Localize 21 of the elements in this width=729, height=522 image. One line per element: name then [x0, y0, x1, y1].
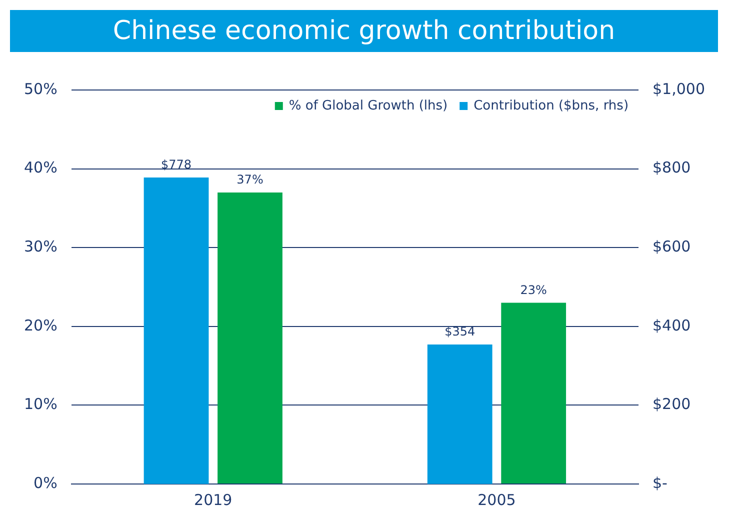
- chart-title: Chinese economic growth contribution: [10, 10, 718, 52]
- x-tick-label: 2005: [478, 490, 516, 509]
- y2-tick-label: $200: [652, 395, 691, 414]
- y-tick-label: 0%: [34, 474, 58, 492]
- y-tick-label: 50%: [24, 80, 58, 98]
- legend-label: Contribution ($bns, rhs): [474, 98, 629, 114]
- y-tick-label: 40%: [24, 158, 58, 177]
- y2-tick-label: $400: [652, 316, 691, 334]
- data-label: 37%: [236, 172, 264, 187]
- data-label: $354: [444, 324, 476, 339]
- y2-tick-label: $1,000: [652, 80, 706, 98]
- y-tick-label: 10%: [24, 395, 58, 414]
- legend-label: % of Global Growth (lhs): [288, 98, 448, 114]
- y2-tick-label: $800: [652, 158, 691, 177]
- y-tick-label: 30%: [24, 237, 58, 256]
- y-tick-label: 20%: [24, 316, 58, 334]
- y2-tick-label: $600: [652, 237, 691, 256]
- x-tick-label: 2019: [194, 490, 232, 509]
- data-label: 23%: [520, 282, 547, 297]
- data-label: $778: [160, 158, 192, 172]
- y2-tick-label: $-: [652, 474, 668, 492]
